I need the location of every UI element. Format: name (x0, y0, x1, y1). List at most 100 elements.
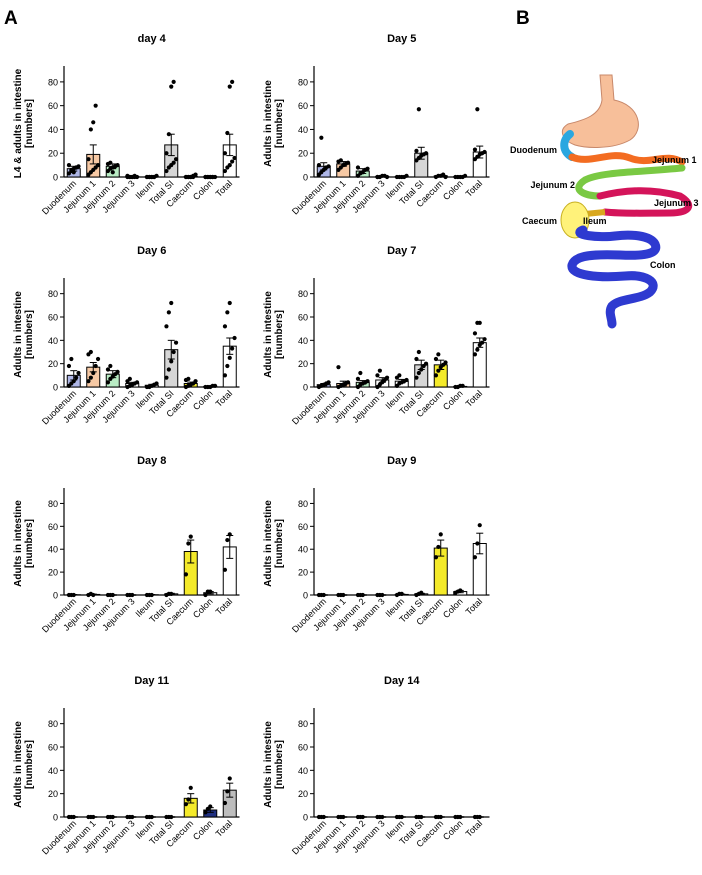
intestine-diagram: Duodenum Jejunum 1 Jejunum 2 Jejunum 3 Caecu… (510, 74, 699, 329)
x-tick-label: Total (464, 596, 485, 617)
jejunum2-segment (575, 164, 686, 200)
chart-panel: Day 14 0 20 40 60 80 Adults in intestine [numbe… (263, 675, 490, 857)
data-point (134, 380, 140, 385)
data-point (225, 789, 230, 794)
y-tick-label: 0 (53, 813, 58, 823)
data-point (171, 160, 176, 165)
y-tick-label: 20 (298, 789, 308, 799)
y-tick-label: 40 (298, 766, 308, 776)
data-point (225, 130, 230, 136)
data-point (166, 310, 171, 315)
y-axis-label: L4 & adults in intestine (13, 68, 24, 178)
y-axis-label: Adults in intestine (13, 291, 24, 378)
data-point (384, 375, 390, 380)
y-tick-label: 20 (298, 149, 308, 159)
x-tick-label: Total (214, 596, 235, 617)
data-point (127, 376, 132, 381)
y-tick-label: 60 (48, 101, 58, 111)
data-point (399, 591, 404, 596)
data-point (360, 814, 365, 820)
data-point (88, 127, 93, 132)
data-point (319, 135, 324, 140)
data-point (482, 337, 487, 342)
y-tick-label: 40 (298, 125, 308, 135)
data-point (173, 340, 179, 345)
data-point (66, 363, 72, 369)
data-point (225, 537, 230, 543)
data-point (404, 377, 409, 383)
data-point (336, 365, 341, 370)
data-point (232, 335, 237, 341)
y-tick-label: 0 (303, 813, 308, 823)
data-point (230, 159, 235, 164)
data-point (76, 370, 81, 376)
data-point (71, 814, 76, 820)
y-axis-label: Adults in intestine (13, 500, 24, 587)
data-point (110, 814, 115, 820)
data-point (414, 148, 419, 153)
y-tick-label: 60 (48, 743, 58, 753)
data-point (414, 375, 419, 380)
data-point (472, 147, 478, 152)
y-tick-label: 20 (48, 149, 58, 159)
data-point (438, 814, 443, 820)
data-point (472, 331, 478, 336)
chart-title: Day 11 (134, 675, 169, 687)
data-point (477, 814, 482, 820)
y-tick-label: 40 (298, 336, 308, 346)
data-point (475, 347, 480, 352)
data-point (438, 532, 443, 537)
y-axis-label: [numbers] (24, 740, 35, 789)
data-point (460, 383, 465, 388)
y-tick-label: 80 (298, 499, 308, 509)
data-point (443, 174, 448, 180)
data-point (338, 158, 343, 163)
data-point (212, 383, 218, 388)
data-point (154, 381, 159, 386)
data-point (105, 367, 111, 372)
data-point (186, 376, 191, 381)
data-point (404, 173, 409, 178)
data-point (423, 151, 429, 156)
data-point (222, 168, 228, 174)
data-point (69, 356, 74, 362)
data-point (171, 79, 176, 84)
data-point (113, 164, 118, 169)
chart-panel: Day 6 0 20 40 60 80 Adults in intestine [number… (13, 245, 240, 427)
data-point (375, 373, 380, 378)
data-point (208, 589, 213, 594)
data-point (203, 592, 208, 598)
x-tick-label: Colon (191, 178, 215, 202)
x-tick-label: Colon (441, 596, 465, 620)
data-point (433, 356, 439, 362)
data-point (173, 157, 179, 162)
data-point (169, 814, 174, 820)
y-tick-label: 0 (303, 173, 308, 183)
data-point (436, 544, 441, 550)
y-tick-label: 0 (53, 591, 58, 601)
y-tick-label: 40 (48, 125, 58, 135)
data-point (227, 355, 232, 360)
chart-panel: Day 5 0 20 40 60 80 Adults in intestine [number… (263, 33, 490, 217)
data-point (355, 376, 361, 381)
y-axis-label: Adults in intestine (263, 500, 274, 587)
data-point (477, 320, 482, 325)
data-point (230, 79, 235, 84)
y-axis-label: [numbers] (274, 519, 285, 568)
y-axis-label: [numbers] (274, 310, 285, 359)
data-point (186, 797, 191, 802)
y-tick-label: 0 (303, 383, 308, 393)
data-point (186, 541, 191, 546)
x-tick-label: Colon (441, 818, 465, 842)
data-point (419, 590, 424, 595)
data-point (95, 356, 101, 362)
data-point (458, 588, 463, 593)
y-tick-label: 0 (53, 383, 58, 393)
x-tick-label: Total (464, 818, 485, 839)
x-tick-label: Colon (191, 818, 215, 842)
data-point (477, 523, 482, 528)
x-tick-label: Colon (441, 178, 465, 202)
data-point (86, 157, 91, 162)
